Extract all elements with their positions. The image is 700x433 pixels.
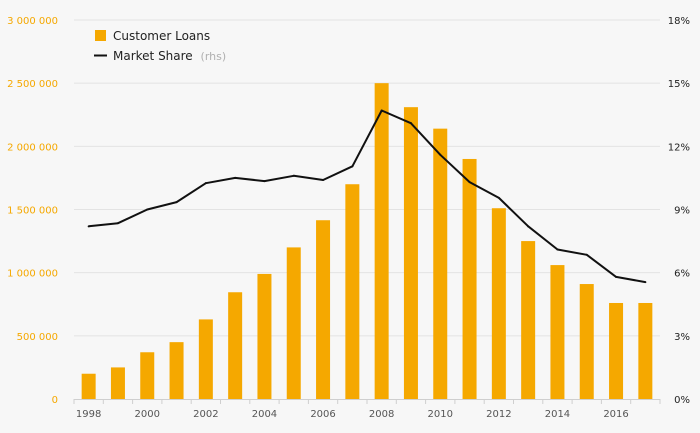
point-market-share-2015: [585, 253, 588, 256]
point-market-share-2017: [644, 281, 647, 284]
point-market-share-2005: [292, 174, 295, 177]
point-market-share-2006: [322, 179, 325, 182]
right-axis: 0% 3% 6% 9% 12% 15% 18%: [668, 16, 690, 406]
gridlines: [74, 19, 660, 337]
bar-customer-loans-2017: [638, 302, 653, 399]
bar-customer-loans-2012: [491, 208, 506, 399]
point-market-share-2004: [263, 180, 266, 183]
right-tick-label: 9%: [674, 206, 690, 217]
point-market-share-2001: [175, 201, 178, 204]
point-market-share-2009: [409, 122, 412, 125]
point-market-share-2013: [527, 225, 530, 228]
bar-series-customer-loans: [81, 83, 653, 400]
line-market-share: [88, 109, 646, 284]
bar-customer-loans-2013: [521, 241, 536, 399]
bar-customer-loans-2005: [286, 247, 301, 399]
left-tick-label: 1 000 000: [7, 269, 58, 280]
legend-swatch-customer-loans: [95, 30, 106, 41]
x-tick-label: 2000: [135, 409, 160, 420]
left-tick-label: 2 500 000: [7, 79, 58, 90]
bar-customer-loans-2015: [579, 284, 594, 399]
bar-customer-loans-2003: [228, 292, 243, 399]
bar-customer-loans-2011: [462, 158, 477, 399]
legend-market-share-name: Market Share: [113, 49, 193, 63]
bar-customer-loans-2001: [169, 342, 184, 399]
point-market-share-2016: [615, 275, 618, 278]
right-tick-label: 3%: [674, 332, 690, 343]
bar-customer-loans-2016: [609, 302, 624, 399]
x-axis: 1998 2000 2002 2004 2006 2008 2010 2012 2014 2016: [73, 399, 661, 420]
bar-customer-loans-2007: [345, 184, 360, 399]
bar-customer-loans-2000: [140, 352, 155, 399]
x-tick-label: 1998: [76, 409, 101, 420]
bar-customer-loans-2002: [198, 319, 213, 399]
right-tick-label: 12%: [668, 142, 690, 153]
x-tick-label: 2012: [486, 409, 511, 420]
bar-customer-loans-2004: [257, 273, 272, 399]
x-tick-label: 2002: [193, 409, 218, 420]
x-tick-label: 2014: [545, 409, 570, 420]
x-tick-label: 2006: [310, 409, 335, 420]
bar-customer-loans-2008: [374, 83, 389, 400]
left-tick-label: 2 000 000: [7, 142, 58, 153]
bar-customer-loans-2014: [550, 265, 565, 399]
x-tick-label: 2004: [252, 409, 277, 420]
point-market-share-2012: [497, 196, 500, 199]
left-tick-label: 3 000 000: [7, 16, 58, 27]
point-market-share-2002: [204, 182, 207, 185]
legend-label-customer-loans: Customer Loans: [113, 29, 210, 43]
point-market-share-2010: [439, 153, 442, 156]
bar-customer-loans-1998: [81, 373, 96, 399]
legend-label-market-share: Market Share (rhs): [113, 49, 226, 63]
left-tick-label: 0: [52, 395, 58, 406]
x-tick-label: 2008: [369, 409, 394, 420]
bar-customer-loans-2006: [316, 220, 331, 399]
line-series-market-share: [87, 109, 647, 284]
legend: Customer Loans Market Share (rhs): [94, 29, 226, 63]
bar-customer-loans-2010: [433, 128, 448, 399]
right-tick-label: 15%: [668, 79, 690, 90]
point-market-share-2003: [234, 176, 237, 179]
x-tick-label: 2016: [603, 409, 628, 420]
bar-customer-loans-1999: [110, 367, 125, 399]
bar-customer-loans-2009: [403, 107, 418, 400]
x-tick-label: 2010: [428, 409, 453, 420]
left-tick-label: 500 000: [17, 332, 58, 343]
point-market-share-2008: [380, 109, 383, 112]
point-market-share-1998: [87, 225, 90, 228]
left-tick-label: 1 500 000: [7, 206, 58, 217]
left-axis: 0 500 000 1 000 000 1 500 000 2 000 000 2 500…: [7, 16, 58, 406]
point-market-share-2000: [146, 208, 149, 211]
point-market-share-2014: [556, 248, 559, 251]
legend-market-share-suffix: (rhs): [201, 50, 227, 63]
point-market-share-1999: [116, 222, 119, 225]
right-tick-label: 18%: [668, 16, 690, 27]
point-market-share-2007: [351, 165, 354, 168]
point-market-share-2011: [468, 181, 471, 184]
right-tick-label: 0%: [674, 395, 690, 406]
right-tick-label: 6%: [674, 269, 690, 280]
